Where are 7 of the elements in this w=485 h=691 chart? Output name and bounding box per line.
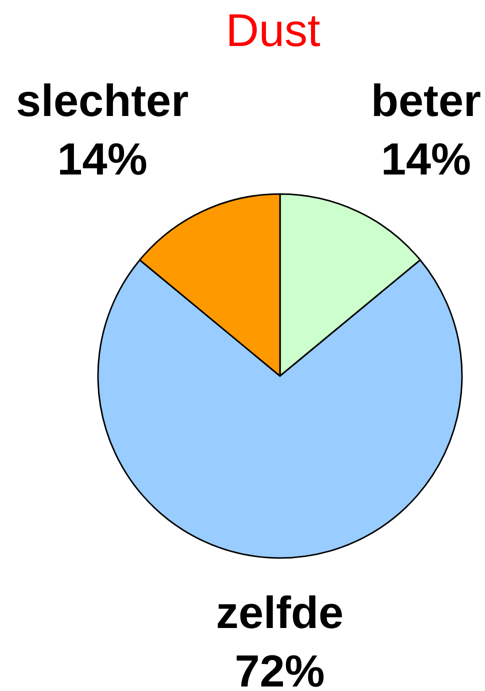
data-label: 14% bbox=[57, 134, 148, 184]
data-label: 14% bbox=[380, 134, 472, 184]
data-label: 72% bbox=[234, 646, 325, 691]
slice-label: zelfde bbox=[216, 587, 344, 638]
slice-label: beter bbox=[371, 75, 482, 126]
chart-title: Dust bbox=[226, 4, 321, 56]
slice-label: slechter bbox=[16, 75, 189, 126]
